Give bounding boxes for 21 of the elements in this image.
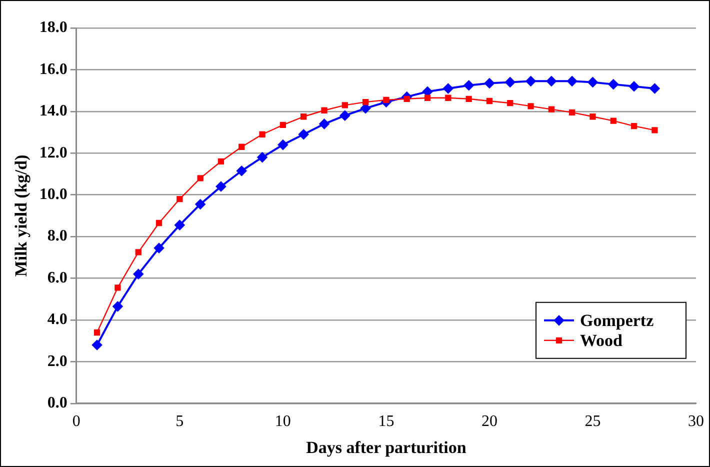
- y-tick-label: 0.0: [47, 394, 68, 412]
- legend-label: Wood: [580, 330, 624, 350]
- legend-label: Gompertz: [580, 310, 654, 330]
- x-tick-label: 0: [72, 413, 80, 430]
- x-tick-label: 25: [584, 413, 601, 430]
- x-axis-title: Days after parturition: [306, 438, 467, 458]
- y-tick-label: 12.0: [39, 144, 68, 162]
- y-tick-label: 16.0: [39, 60, 68, 78]
- y-tick-label: 4.0: [47, 311, 68, 328]
- y-tick-label: 2.0: [47, 352, 68, 370]
- x-tick-label: 5: [176, 413, 184, 430]
- y-tick-label: 8.0: [47, 228, 68, 245]
- x-tick-label: 10: [274, 413, 291, 430]
- y-tick-label: 14.0: [39, 102, 68, 120]
- y-tick-label: 6.0: [47, 269, 68, 286]
- x-tick-label: 20: [481, 413, 498, 430]
- y-tick-label: 18.0: [39, 19, 68, 36]
- x-tick-label: 15: [378, 413, 394, 430]
- x-tick-label: 30: [688, 413, 704, 430]
- y-axis-title: Milk yield (kg/d): [12, 154, 31, 277]
- y-tick-label: 10.0: [39, 186, 68, 203]
